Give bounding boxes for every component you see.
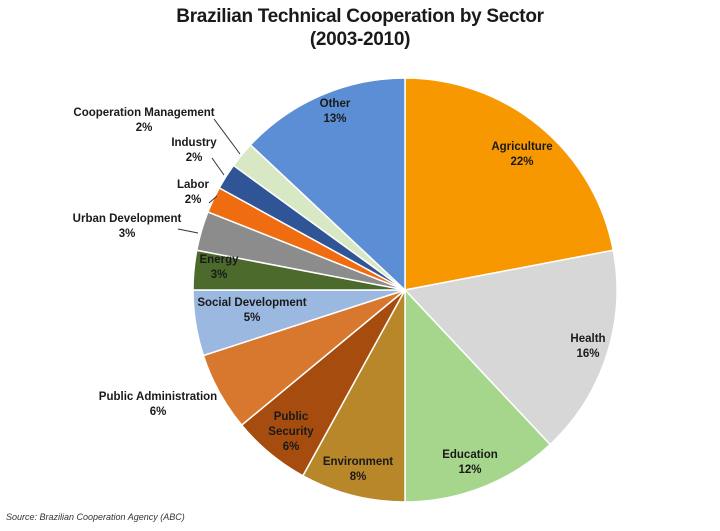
slice-label-public-security: Public Security 6% [268,411,314,453]
slice-label-social-development: Social Development 5% [197,297,306,324]
slice-label-other: Other 13% [320,98,351,125]
pie-slice-education [404,288,552,503]
slice-labels: Agriculture 22% Health 16% Education 12% Envir… [73,98,606,483]
pie-slices [192,77,618,503]
source-note: Source: Brazilian Cooperation Agency (AB… [6,512,185,522]
pie-slice-environment [301,289,406,503]
leader-line-urban-development [177,228,199,234]
slice-label-cooperation-management: Cooperation Management 2% [73,107,214,134]
leader-line-cooperation-management [213,118,241,155]
slice-label-labor: Labor 2% [177,179,209,206]
chart-subtitle: (2003-2010) [309,29,411,50]
pie-slice-agriculture [404,77,615,291]
leader-line-industry [211,157,225,176]
slice-label-agriculture: Agriculture 22% [491,141,552,168]
leader-lines [177,118,241,234]
slice-label-environment: Environment 8% [323,456,393,483]
pie-slice-other [249,77,406,292]
leader-line-labor [208,195,218,204]
slice-label-energy: Energy 3% [200,254,240,281]
slice-label-education: Education 12% [442,449,498,476]
slice-label-public-administration: Public Administration 6% [99,391,217,418]
pie-slice-health [403,249,618,446]
slice-label-industry: Industry 2% [171,137,217,164]
slice-label-urban-development: Urban Development 3% [73,213,182,240]
chart-title: Brazilian Technical Cooperation by Secto… [176,6,544,27]
slice-label-health: Health 16% [570,333,605,360]
